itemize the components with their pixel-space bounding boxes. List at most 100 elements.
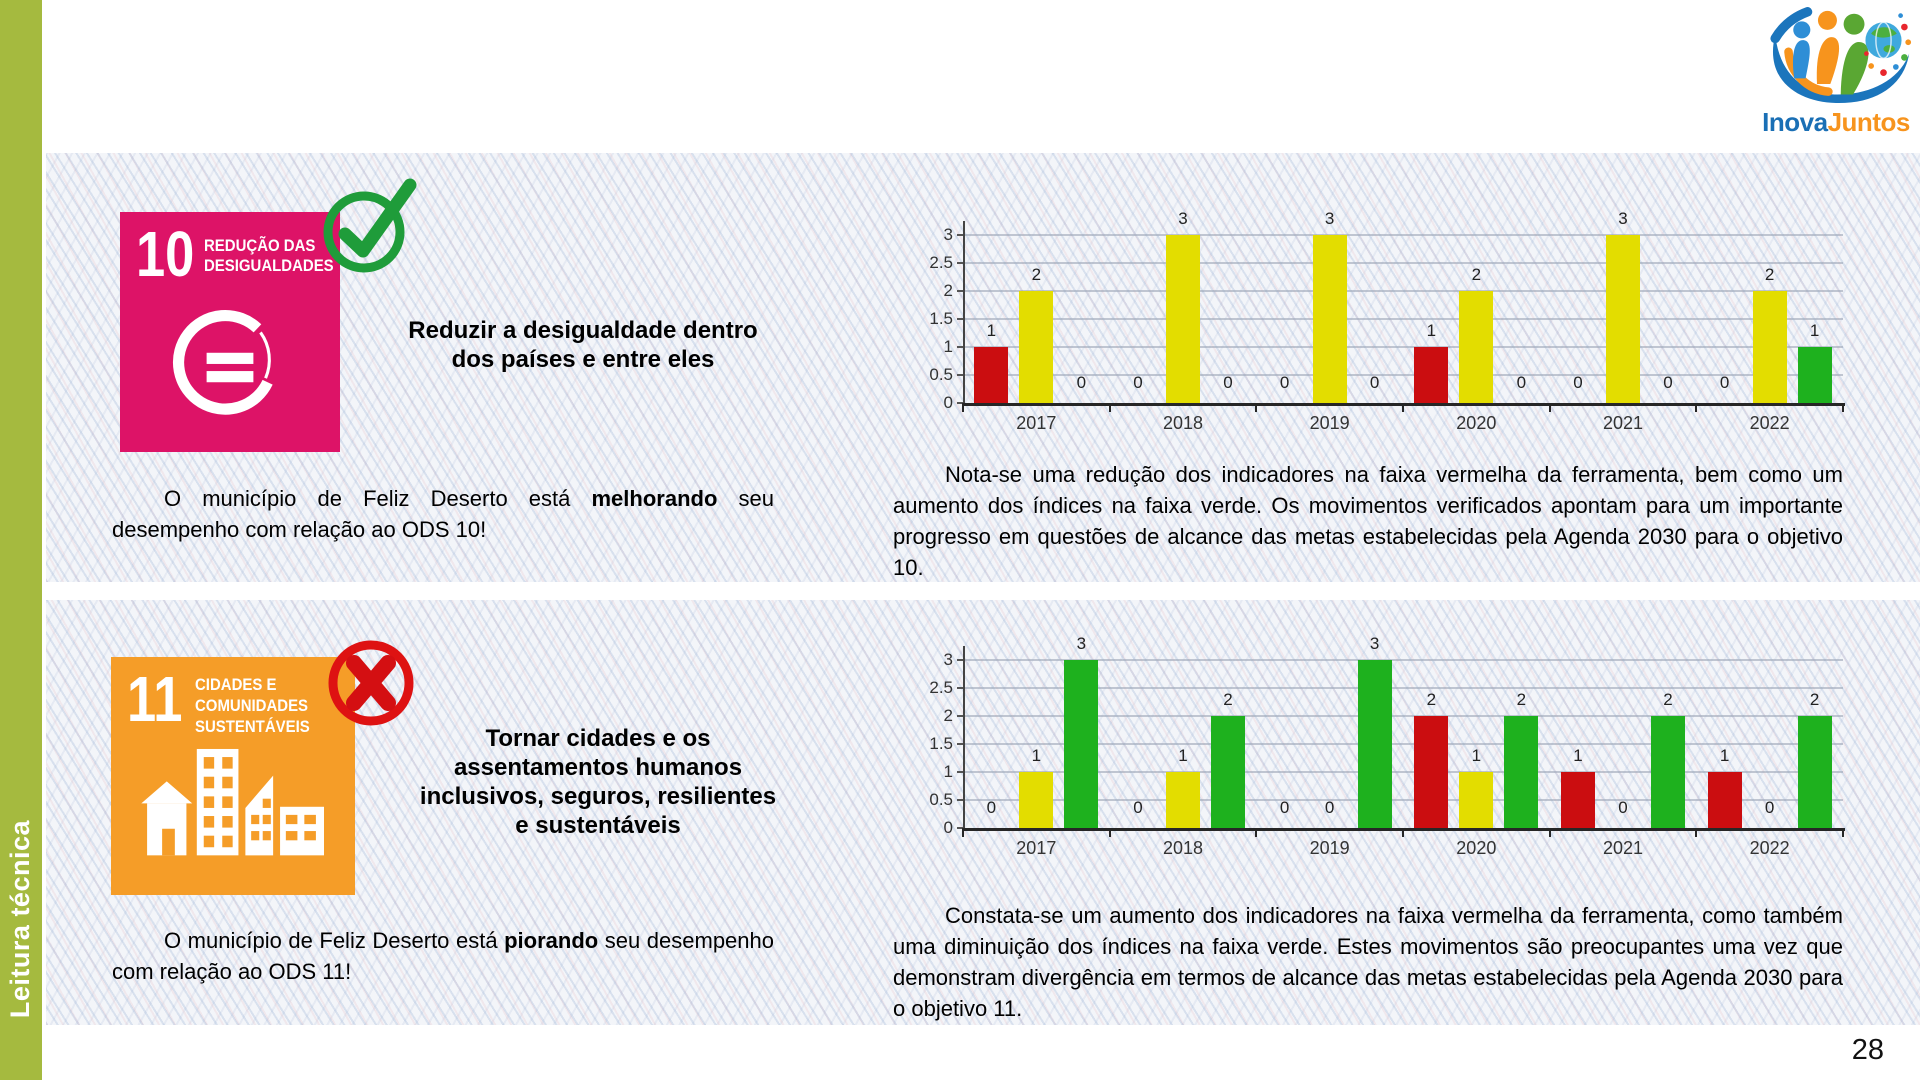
x-axis-line bbox=[963, 403, 1845, 406]
summary-pre: O município de Feliz Deserto está bbox=[164, 928, 505, 953]
x-axis-tickmark bbox=[1402, 828, 1404, 837]
y-axis-tickmark bbox=[957, 262, 963, 264]
bar-faixa-verde bbox=[1797, 347, 1832, 403]
y-axis-tickmark bbox=[957, 290, 963, 292]
headline-line: Reduzir a desigualdade dentro bbox=[408, 317, 758, 344]
y-axis-tickmark bbox=[957, 346, 963, 348]
bar-faixa-amarela bbox=[1459, 291, 1494, 403]
x-axis-tickmark bbox=[1548, 828, 1551, 837]
y-axis-label: 2.5 bbox=[929, 253, 953, 272]
value-label: 2 bbox=[1809, 690, 1820, 709]
y-axis-tickmark bbox=[957, 743, 963, 745]
value-label: 1 bbox=[1471, 746, 1482, 765]
ods11-chart: 0 0.5 1 1.5 2 2.5 3 2017 0 1 3 2018 0 1 2 2019 0 0 3 2020 2 1… bbox=[925, 630, 1845, 876]
goal-title-line: SUSTENTÁVEIS bbox=[195, 717, 310, 736]
bar-faixa-amarela bbox=[1019, 772, 1054, 828]
ods11-goal-title: CIDADES E COMUNIDADES SUSTENTÁVEIS bbox=[195, 674, 310, 737]
value-label: 2 bbox=[1516, 690, 1527, 709]
value-label: 1 bbox=[986, 321, 997, 340]
value-label: 2 bbox=[1223, 690, 1233, 709]
ods10-section: 10 REDUÇÃO DAS DESIGUALDADES Reduzir a d… bbox=[46, 153, 1920, 582]
gridline bbox=[963, 262, 1843, 264]
x-axis-tickmark bbox=[1695, 828, 1698, 837]
y-axis-label: 0 bbox=[943, 393, 953, 412]
summary-post: seu desempenho com relação ao ODS 10! bbox=[112, 486, 774, 542]
sidebar-leitura-tecnica: Leitura técnica bbox=[0, 0, 42, 1080]
bar-faixa-verde bbox=[1504, 716, 1539, 828]
y-axis-label: 0 bbox=[943, 818, 953, 837]
gridline bbox=[963, 374, 1843, 376]
value-label: 1 bbox=[1031, 746, 1042, 765]
bar-faixa-amarela bbox=[1752, 291, 1787, 403]
y-axis-tickmark bbox=[957, 687, 963, 689]
value-label: 0 bbox=[1133, 373, 1143, 392]
goal-title-line: CIDADES E bbox=[195, 675, 277, 694]
y-axis-label: 2 bbox=[943, 281, 953, 300]
logo-text-juntos: Juntos bbox=[1827, 107, 1911, 137]
ods11-headline: Tornar cidades e os assentamentos humano… bbox=[358, 724, 838, 840]
x-axis-tickmark bbox=[1402, 403, 1404, 412]
y-axis-line bbox=[963, 646, 965, 828]
summary-post: seu desempenho com relação ao ODS 11! bbox=[112, 928, 774, 984]
bar-faixa-vermelha bbox=[974, 347, 1009, 403]
bar-faixa-vermelha bbox=[1414, 347, 1449, 403]
bar-faixa-verde bbox=[1211, 716, 1245, 828]
x-axis-category-label: 2019 bbox=[1309, 838, 1350, 858]
x-axis-category-label: 2017 bbox=[1016, 838, 1057, 858]
ods10-goal-number: 10 bbox=[136, 218, 195, 290]
y-axis-line bbox=[963, 221, 965, 403]
value-label: 2 bbox=[1471, 265, 1482, 284]
summary-pre: O município de Feliz Deserto está bbox=[164, 486, 592, 511]
headline-line: assentamentos humanos bbox=[453, 754, 743, 781]
gridline bbox=[963, 715, 1843, 717]
check-icon bbox=[323, 178, 417, 273]
x-axis-tickmark bbox=[1255, 403, 1258, 412]
x-axis-tickmark bbox=[1108, 828, 1111, 837]
summary-bold: piorando bbox=[504, 928, 599, 953]
value-label: 1 bbox=[1178, 746, 1188, 765]
x-axis-tickmark bbox=[1842, 828, 1844, 837]
ods10-analysis-text: Nota-se uma redução dos indicadores na f… bbox=[893, 462, 1843, 580]
headline-line: inclusivos, seguros, resilientes bbox=[419, 783, 777, 810]
gridline bbox=[963, 234, 1843, 236]
headline-line: dos países e entre eles bbox=[451, 346, 715, 373]
value-label: 1 bbox=[1809, 321, 1820, 340]
equality-icon bbox=[173, 310, 273, 415]
goal-title-line: REDUÇÃO DAS bbox=[204, 236, 316, 255]
x-axis-category-label: 2018 bbox=[1162, 413, 1204, 433]
ods10-summary-text: O município de Feliz Deserto está melhor… bbox=[112, 483, 774, 545]
bar-faixa-amarela bbox=[1166, 772, 1200, 828]
y-axis-label: 3 bbox=[943, 650, 953, 669]
bar-faixa-verde bbox=[1651, 716, 1685, 828]
value-label: 3 bbox=[1076, 634, 1087, 653]
bar-faixa-verde bbox=[1064, 660, 1099, 828]
x-axis-line bbox=[963, 828, 1845, 831]
bar-faixa-amarela bbox=[1606, 235, 1640, 403]
x-axis-category-label: 2019 bbox=[1309, 413, 1350, 433]
bar-faixa-amarela bbox=[1459, 772, 1494, 828]
y-axis-tickmark bbox=[957, 318, 963, 320]
ods10-goal-title: REDUÇÃO DAS DESIGUALDADES bbox=[204, 236, 334, 276]
value-label: 0 bbox=[1663, 373, 1673, 392]
ods10-chart: 0 0.5 1 1.5 2 2.5 3 2017 1 2 0 2018 0 3 0 2019 0 3 0 2020 1 2… bbox=[925, 205, 1845, 451]
x-axis-category-label: 2020 bbox=[1456, 838, 1497, 858]
bar-faixa-verde bbox=[1797, 716, 1832, 828]
value-label: 0 bbox=[1223, 373, 1233, 392]
bar-faixa-vermelha bbox=[1561, 772, 1595, 828]
value-label: 0 bbox=[1279, 798, 1290, 817]
headline-line: e sustentáveis bbox=[515, 812, 681, 839]
y-axis-label: 1 bbox=[943, 337, 953, 356]
gridline bbox=[963, 346, 1843, 348]
gridline bbox=[963, 290, 1843, 292]
y-axis-tickmark bbox=[957, 402, 963, 404]
logo-text-inova: Inova bbox=[1762, 107, 1828, 137]
value-label: 3 bbox=[1369, 634, 1380, 653]
value-label: 2 bbox=[1031, 265, 1042, 284]
y-axis-tickmark bbox=[957, 234, 963, 236]
bar-faixa-vermelha bbox=[1707, 772, 1742, 828]
value-label: 1 bbox=[1719, 746, 1730, 765]
bar-faixa-vermelha bbox=[1414, 716, 1449, 828]
inovajuntos-logo: InovaJuntos bbox=[1752, 6, 1920, 138]
x-axis-tickmark bbox=[1842, 403, 1844, 412]
